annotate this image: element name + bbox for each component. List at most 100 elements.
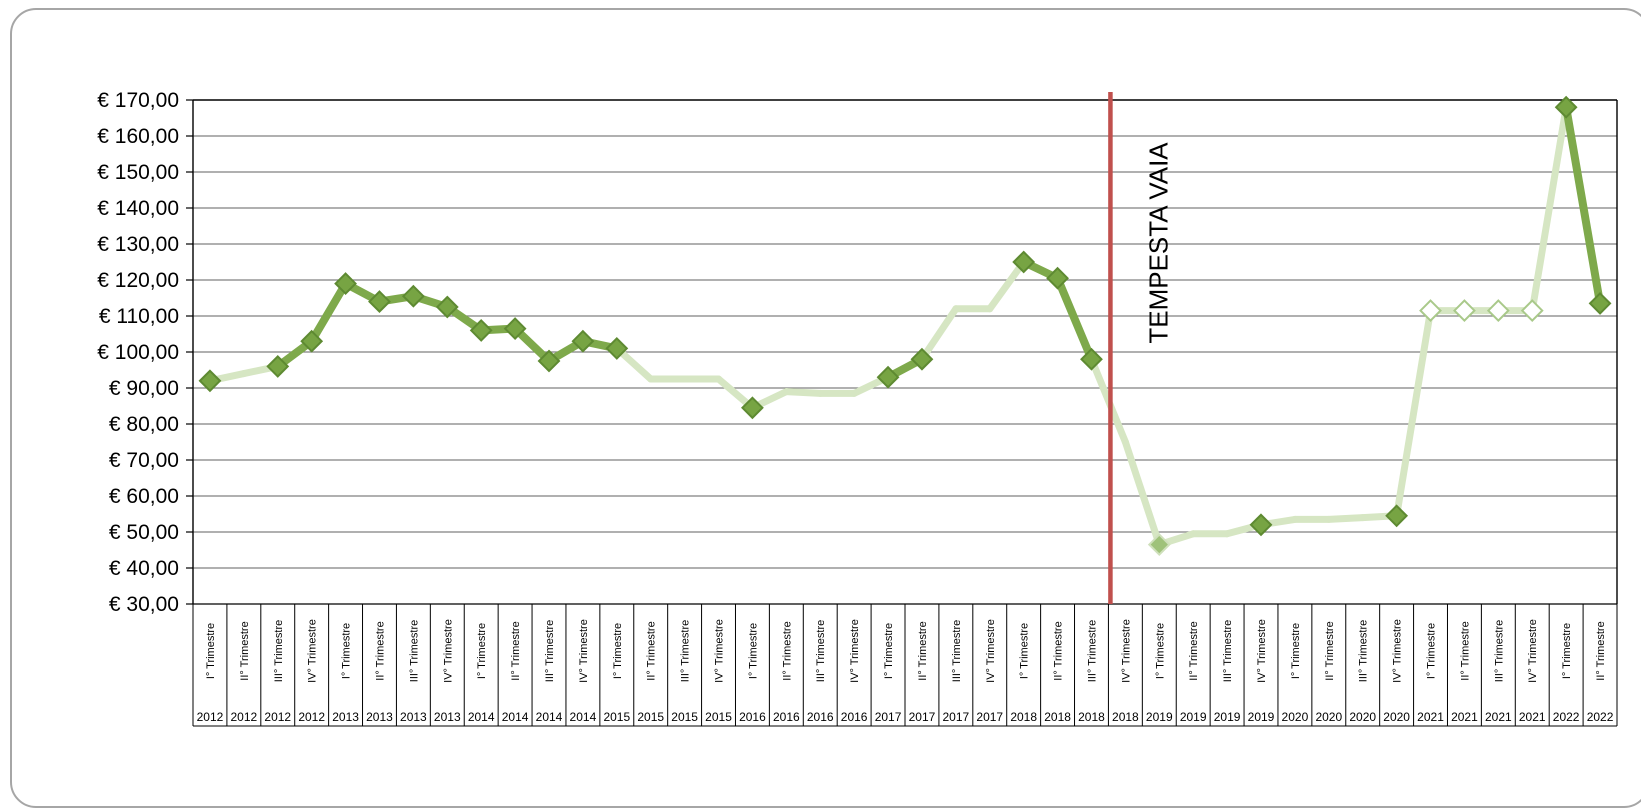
y-tick-label: € 160,00 — [97, 125, 179, 148]
x-tick-label-year: 2017 — [909, 710, 936, 724]
x-tick-label-quarter: II° Trimestre — [374, 621, 386, 680]
x-tick-label-year: 2017 — [943, 710, 970, 724]
x-tick-label-year: 2014 — [468, 710, 495, 724]
x-tick-label-quarter: III° Trimestre — [1493, 620, 1505, 682]
x-tick-label-year: 2015 — [705, 710, 732, 724]
x-axis: I° Trimestre 2012 II° Trimestre 2012 III° Tr… — [192, 604, 1618, 727]
x-tick-label-quarter: I° Trimestre — [205, 623, 217, 679]
x-tick-label-quarter: III° Trimestre — [1222, 620, 1234, 682]
x-tick-label-year: 2018 — [1112, 710, 1139, 724]
data-point — [198, 369, 222, 393]
data-point — [1385, 504, 1409, 528]
data-point — [503, 317, 527, 341]
data-point — [334, 272, 357, 296]
x-tick-label-year: 2016 — [739, 710, 766, 724]
data-point — [1012, 250, 1036, 274]
data-point — [1249, 513, 1273, 537]
x-tick-label-year: 2013 — [400, 710, 427, 724]
x-tick-label-quarter: II° Trimestre — [239, 621, 251, 680]
data-point — [1588, 291, 1612, 315]
x-tick-label-year: 2017 — [976, 710, 1003, 724]
x-tick-label-year: 2012 — [197, 710, 224, 724]
x-tick-label-year: 2017 — [875, 710, 902, 724]
series-segment — [1325, 514, 1367, 523]
gridlines: € 30,00 € 40,00 € 50,00 € 60,00 € 70,00 € 80,… — [97, 89, 1618, 616]
x-tick-label-quarter: III° Trimestre — [408, 620, 420, 682]
data-point — [1554, 95, 1578, 119]
series-segment — [1121, 438, 1163, 549]
data-point — [1046, 266, 1069, 290]
y-tick-label: € 80,00 — [109, 413, 179, 436]
y-tick-label: € 110,00 — [99, 305, 179, 328]
x-tick-label-year: 2021 — [1485, 710, 1512, 724]
data-point — [401, 284, 425, 308]
data-point — [1419, 299, 1442, 323]
data-point — [741, 396, 764, 420]
x-tick-label-quarter: III° Trimestre — [1086, 620, 1098, 682]
x-tick-label-quarter: III° Trimestre — [951, 620, 963, 682]
series-segment — [307, 279, 350, 346]
x-tick-label-year: 2021 — [1417, 710, 1444, 724]
data-point — [435, 295, 459, 319]
x-tick-label-year: 2014 — [536, 710, 563, 724]
x-tick-label-year: 2014 — [570, 710, 597, 724]
x-tick-label-year: 2020 — [1315, 710, 1342, 724]
x-tick-label-year: 2019 — [1146, 710, 1173, 724]
x-tick-label-quarter: III° Trimestre — [680, 620, 692, 682]
series-segment — [918, 305, 960, 363]
series-segment — [1393, 307, 1435, 520]
data-point — [469, 318, 493, 342]
y-tick-label: € 90,00 — [109, 377, 179, 400]
y-tick-label: € 30,00 — [109, 593, 179, 616]
x-tick-label-quarter: II° Trimestre — [1324, 621, 1336, 680]
x-tick-label-quarter: IV° Trimestre — [985, 619, 997, 683]
series-line — [206, 103, 1605, 549]
x-tick-label-year: 2012 — [298, 710, 325, 724]
y-tick-label: € 40,00 — [109, 557, 179, 580]
x-tick-label-quarter: II° Trimestre — [1053, 621, 1065, 680]
x-tick-label-year: 2015 — [637, 710, 664, 724]
x-tick-label-year: 2013 — [332, 710, 359, 724]
x-tick-label-year: 2018 — [1078, 710, 1105, 724]
x-tick-label-year: 2022 — [1587, 710, 1614, 724]
y-tick-label: € 60,00 — [109, 485, 179, 508]
x-tick-label-year: 2020 — [1383, 710, 1410, 724]
x-tick-label-quarter: IV° Trimestre — [1392, 619, 1404, 683]
data-point — [605, 336, 629, 360]
data-point — [910, 347, 934, 371]
x-tick-label-year: 2020 — [1349, 710, 1376, 724]
y-tick-label: € 100,00 — [97, 341, 179, 364]
data-point — [1486, 299, 1510, 323]
y-tick-label: € 130,00 — [97, 233, 179, 256]
y-tick-label: € 70,00 — [109, 449, 179, 472]
x-tick-label-quarter: IV° Trimestre — [1256, 619, 1268, 683]
data-point — [571, 329, 595, 353]
x-tick-label-quarter: IV° Trimestre — [307, 619, 319, 683]
data-point — [537, 349, 561, 373]
y-tick-label: € 170,00 — [97, 89, 179, 112]
x-tick-label-year: 2016 — [841, 710, 868, 724]
x-tick-label-quarter: I° Trimestre — [747, 623, 759, 679]
x-tick-label-year: 2016 — [773, 710, 800, 724]
data-point — [1520, 299, 1544, 323]
x-tick-label-year: 2014 — [502, 710, 529, 724]
x-tick-label-quarter: III° Trimestre — [1358, 620, 1370, 682]
x-tick-label-year: 2012 — [264, 710, 291, 724]
data-point — [876, 365, 900, 389]
y-tick-label: € 120,00 — [97, 269, 179, 292]
x-tick-label-quarter: II° Trimestre — [1188, 621, 1200, 680]
x-tick-label-year: 2015 — [671, 710, 698, 724]
x-tick-label-year: 2013 — [434, 710, 461, 724]
x-tick-label-year: 2016 — [807, 710, 834, 724]
x-tick-label-year: 2020 — [1282, 710, 1309, 724]
x-tick-label-quarter: III° Trimestre — [273, 620, 285, 682]
series-segment — [1053, 274, 1096, 364]
x-tick-label-quarter: II° Trimestre — [781, 621, 793, 680]
x-tick-label-quarter: I° Trimestre — [341, 623, 353, 679]
x-tick-label-quarter: IV° Trimestre — [714, 619, 726, 683]
x-tick-label-year: 2013 — [366, 710, 393, 724]
x-tick-label-quarter: III° Trimestre — [544, 620, 556, 682]
x-tick-label-year: 2012 — [231, 710, 258, 724]
data-point — [300, 329, 324, 353]
